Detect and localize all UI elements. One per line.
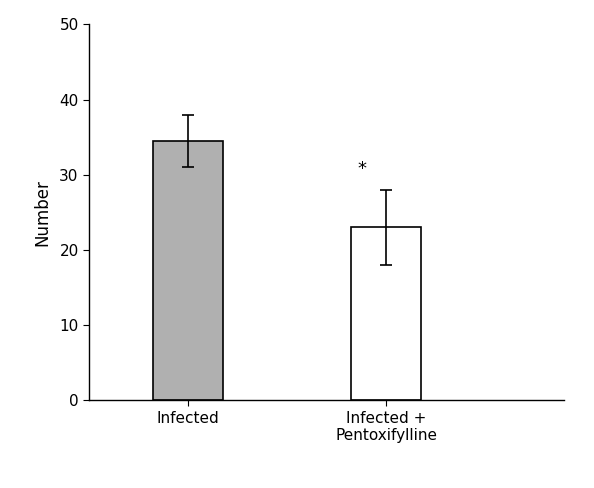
Text: *: * bbox=[358, 161, 367, 179]
Bar bbox=[153, 141, 223, 400]
Bar bbox=[352, 227, 421, 400]
Y-axis label: Number: Number bbox=[33, 179, 51, 246]
